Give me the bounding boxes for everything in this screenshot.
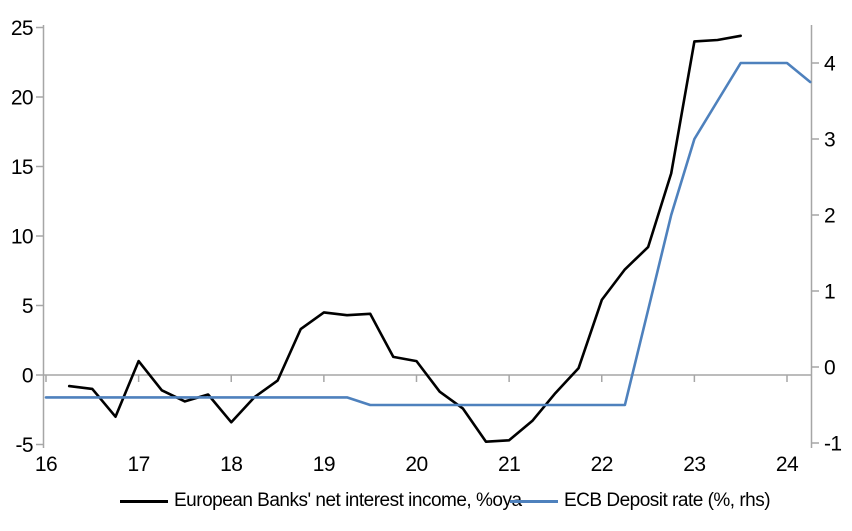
y-right-tick-label: 4 [824,53,836,76]
legend-label-ecb-deposit-rate: ECB Deposit rate (%, rhs) [564,490,771,511]
y-right-tick-label: 0 [824,357,835,380]
x-axis-tick-label: 19 [313,453,335,476]
y-left-tick-label: 5 [22,295,33,318]
y-left-tick-label: 25 [11,17,33,40]
y-left-tick-label: 10 [11,226,33,249]
legend-item-net-interest-income: European Banks' net interest income, %oy… [120,489,522,513]
y-right-tick-label: 2 [824,205,835,228]
x-axis-tick-label: 18 [220,453,242,476]
y-left-tick-label: 20 [11,87,33,110]
x-axis-tick-label: 24 [776,453,799,476]
y-right-tick-label: 1 [824,281,835,304]
x-axis-tick-label: 16 [35,453,57,476]
series-line-ecb-deposit-rate [44,61,812,407]
legend-swatch-blue-line-icon [510,499,558,503]
y-left-tick-label: -5 [16,434,33,457]
y-right-tick-label: 3 [824,129,835,152]
y-left-tick-label: 0 [22,365,33,388]
x-axis-tick-label: 23 [683,453,705,476]
x-axis-tick-label: 21 [498,453,520,476]
series-line-net-interest-income [67,34,743,444]
x-axis-tick-label: 20 [405,453,427,476]
y-left-tick-label: 15 [11,156,33,179]
x-axis-tick-label: 22 [591,453,613,476]
legend-label-net-interest-income: European Banks' net interest income, %oy… [174,490,522,511]
y-right-tick-label: -1 [824,433,841,456]
x-axis-tick-label: 17 [128,453,150,476]
legend-item-ecb-deposit-rate: ECB Deposit rate (%, rhs) [510,489,771,513]
legend-swatch-black-line-icon [120,499,168,503]
